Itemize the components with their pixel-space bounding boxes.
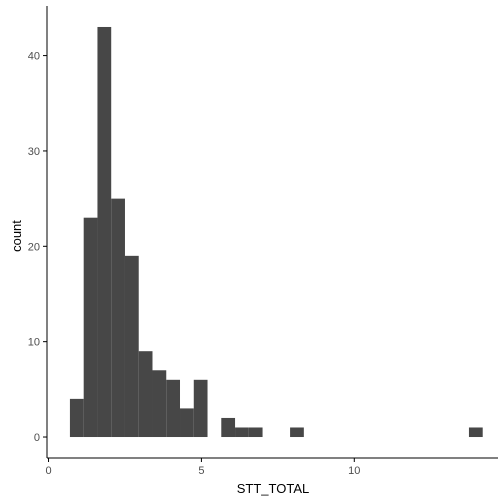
y-tick-label: 10 bbox=[28, 337, 40, 349]
histogram-bar bbox=[235, 427, 249, 438]
x-tick-label: 5 bbox=[198, 465, 204, 477]
y-tick-label: 20 bbox=[28, 241, 40, 253]
histogram-bars bbox=[69, 26, 483, 438]
histogram-bar bbox=[248, 427, 263, 438]
x-tick-label: 10 bbox=[348, 465, 360, 477]
histogram-bar bbox=[83, 217, 98, 438]
histogram-bar bbox=[97, 26, 112, 438]
x-axis-ticks: 0 5 10 bbox=[45, 458, 360, 477]
x-tick-label: 0 bbox=[45, 465, 51, 477]
y-tick-label: 40 bbox=[28, 51, 40, 63]
x-axis-title: STT_TOTAL bbox=[237, 481, 309, 496]
y-tick-label: 30 bbox=[28, 146, 40, 158]
histogram-bar bbox=[124, 255, 139, 438]
histogram-bar bbox=[138, 351, 153, 438]
histogram-bar bbox=[111, 198, 125, 438]
histogram-bar bbox=[180, 408, 194, 438]
y-axis-ticks: 0 10 20 30 40 bbox=[28, 51, 47, 444]
histogram-bar bbox=[468, 427, 483, 438]
y-tick-label: 0 bbox=[34, 432, 40, 444]
histogram-bar bbox=[221, 417, 236, 438]
histogram-bar bbox=[290, 427, 304, 438]
histogram-bar bbox=[152, 370, 167, 438]
histogram-bar bbox=[166, 379, 181, 438]
histogram-bar bbox=[193, 379, 208, 438]
y-axis-title: count bbox=[9, 220, 24, 252]
histogram-bar bbox=[69, 398, 84, 438]
